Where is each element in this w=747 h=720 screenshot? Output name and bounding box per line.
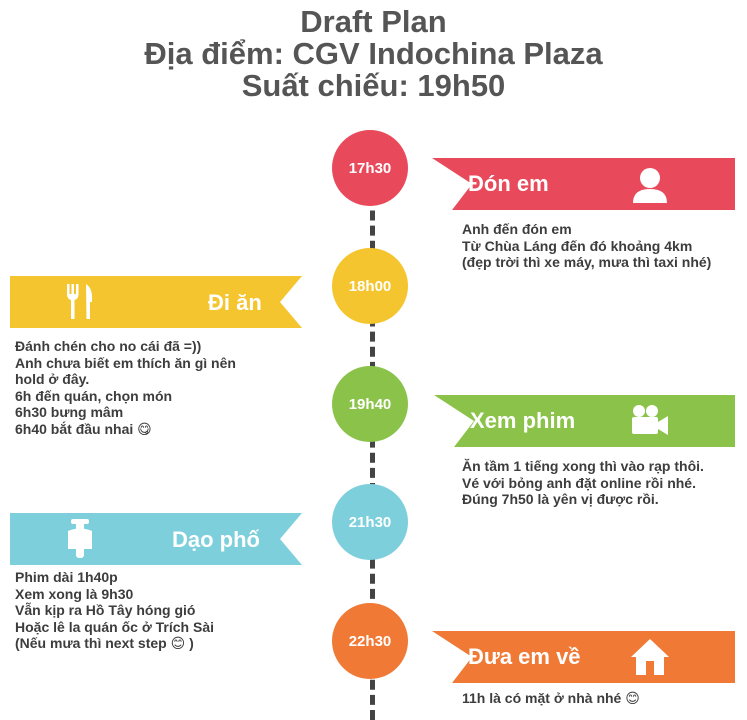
banner-5: Đưa em về [432,631,735,683]
description-line: Xem xong là 9h30 [15,585,134,602]
description-line: Vé với bỏng anh đặt online rồi nhé. [462,474,696,491]
time-label: 18h00 [348,277,392,295]
banner-4: Dạo phố [10,513,302,565]
description-line: Anh đến đón em [462,221,572,237]
description-line: Ăn tầm 1 tiếng xong thì vào rạp thôi. [462,458,704,474]
description-line: Anh chưa biết em thích ăn gì nên [15,354,236,371]
time-dot-1: 17h30 [332,130,408,206]
banner-title: Đi ăn [208,290,262,315]
description-line: (đẹp trời thì xe máy, mưa thì taxi nhé) [462,254,712,270]
time-label: 21h30 [348,513,392,531]
title-line-2: Địa điểm: CGV Indochina Plaza [144,36,603,71]
banner-title: Dạo phố [172,527,260,552]
description-line: 6h40 bắt đầu nhai 😋 [15,420,152,437]
description-line: Từ Chùa Láng đến đó khoảng 4km [462,237,693,254]
time-label: 17h30 [348,159,392,177]
page-title: Draft Plan Địa điểm: CGV Indochina Plaza… [0,6,747,102]
time-dot-3: 19h40 [332,366,408,442]
banner-title: Đón em [468,171,549,196]
description-line: Hoặc lê la quán ốc ở Trích Sài [15,618,215,635]
banner-2: Đi ăn [10,276,302,328]
description-line: Đúng 7h50 là yên vị được rồi. [462,491,659,507]
time-label: 19h40 [348,395,392,413]
description-line: 11h là có mặt ở nhà nhé 😊 [462,690,640,706]
description-3: Ăn tầm 1 tiếng xong thì vào rạp thôi. Vé… [462,458,704,508]
description-line: 6h đến quán, chọn món [15,387,173,404]
time-dot-5: 22h30 [332,603,408,679]
description-line: Đánh chén cho no cái đã =)) [15,338,202,354]
time-label: 22h30 [348,632,392,650]
description-line: Vẫn kịp ra Hồ Tây hóng gió [15,602,196,618]
banner-title: Xem phim [470,408,576,433]
description-line: 6h30 bưng mâm [15,404,124,420]
description-line: Phim dài 1h40p [15,569,118,585]
description-5: 11h là có mặt ở nhà nhé 😊 [462,690,640,707]
time-dot-4: 21h30 [332,484,408,560]
title-line-1: Draft Plan [300,4,447,39]
banner-1: Đón em [432,158,735,210]
description-2: Đánh chén cho no cái đã =)) Anh chưa biế… [15,338,236,437]
description-line: (Nếu mưa thì next step 😊 ) [15,635,194,651]
banner-3: Xem phim [434,395,735,447]
banner-title: Đưa em về [468,644,581,669]
title-line-3: Suất chiếu: 19h50 [241,68,506,103]
time-dot-2: 18h00 [332,248,408,324]
description-line: hold ở đây. [15,371,90,387]
description-4: Phim dài 1h40p Xem xong là 9h30 Vẫn kịp … [15,569,214,652]
description-1: Anh đến đón em Từ Chùa Láng đến đó khoản… [462,221,711,271]
